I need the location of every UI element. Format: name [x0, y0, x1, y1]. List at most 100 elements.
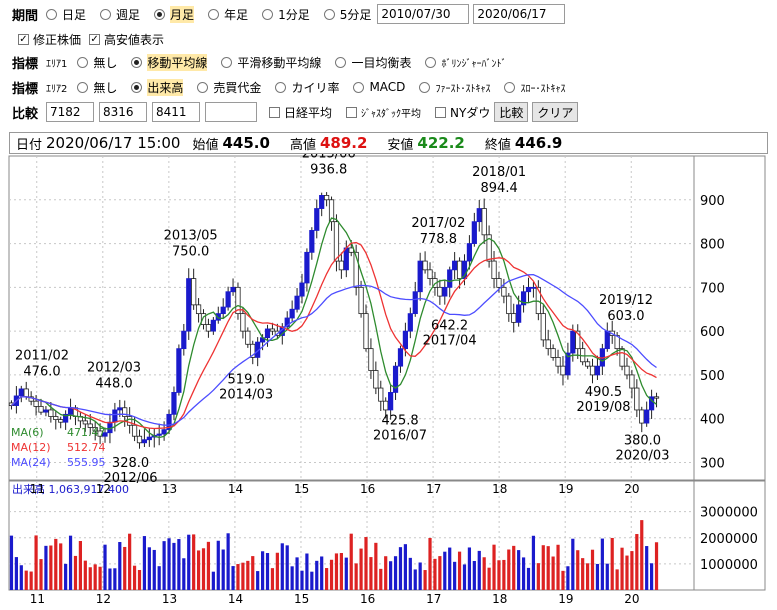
- candle-body: [245, 330, 251, 345]
- indicator1-option-none[interactable]: 無し: [77, 54, 117, 71]
- low-annotation-value: 519.0: [228, 373, 265, 388]
- indicator1-option-ichimoku[interactable]: 一目均衡表: [335, 54, 411, 71]
- compare-button[interactable]: 比較: [494, 102, 529, 122]
- high-annotation-value: 603.0: [607, 309, 644, 324]
- radio-icon[interactable]: [221, 56, 233, 68]
- indicator2-option-turnover[interactable]: 売買代金: [197, 79, 261, 96]
- volume-bar: [590, 549, 595, 590]
- x-tick-label: 20: [624, 482, 639, 496]
- candle-body: [161, 429, 167, 435]
- volume-bar: [600, 538, 604, 590]
- ma6-line: [11, 217, 657, 439]
- radio-icon[interactable]: [100, 8, 112, 20]
- radio-icon[interactable]: [353, 81, 365, 93]
- radio-selected-icon[interactable]: [154, 8, 166, 20]
- indicator2-option-deviation[interactable]: カイリ率: [275, 79, 339, 96]
- candle-body: [520, 291, 527, 306]
- high-annotation-date: 2018/01: [472, 165, 526, 180]
- indicator2-row: 指標 ｴﾘｱ2 無し 出来高 売買代金 カイリ率 MACD ﾌｧｰｽﾄ･ｽﾄｷｬ…: [0, 76, 579, 98]
- radio-icon[interactable]: [77, 81, 89, 93]
- volume-bar: [226, 533, 230, 590]
- radio-icon[interactable]: [504, 81, 516, 93]
- candle-body: [205, 324, 212, 332]
- clear-button[interactable]: クリア: [532, 102, 579, 122]
- radio-selected-icon[interactable]: [131, 56, 143, 68]
- x-tick-label: 14: [228, 482, 243, 496]
- indicator1-area: ｴﾘｱ1: [46, 58, 68, 70]
- high-annotation-value: 476.0: [23, 364, 60, 379]
- adjusted-price-checkbox[interactable]: ✓ 修正株価: [18, 32, 82, 47]
- period-option-1min[interactable]: 1分足: [262, 6, 310, 23]
- checkbox-icon[interactable]: [346, 106, 358, 118]
- radio-icon[interactable]: [208, 8, 220, 20]
- volume-bar: [236, 564, 240, 590]
- volume-bar: [9, 535, 14, 590]
- period-option-monthly[interactable]: 月足: [154, 5, 195, 23]
- radio-icon[interactable]: [275, 81, 287, 93]
- nikkei-checkbox[interactable]: 日経平均: [269, 104, 332, 121]
- radio-icon[interactable]: [323, 8, 335, 20]
- nydow-checkbox[interactable]: NYダウ: [435, 104, 490, 121]
- checkbox-checked-icon[interactable]: ✓: [18, 33, 29, 45]
- candle-body: [530, 286, 537, 289]
- indicator2-option-macd[interactable]: MACD: [353, 80, 405, 94]
- indicator1-option-ma[interactable]: 移動平均線: [131, 53, 208, 71]
- candle-body: [461, 260, 468, 279]
- end-date-input[interactable]: [473, 4, 566, 24]
- period-option-5min[interactable]: 5分足: [323, 6, 371, 23]
- volume-bar: [453, 561, 457, 590]
- candle-body: [200, 313, 207, 325]
- candle-body: [195, 304, 202, 315]
- indicator2-option-fast-stoch[interactable]: ﾌｧｰｽﾄ･ｽﾄｷｬｽ: [419, 80, 490, 95]
- volume-bar: [482, 557, 486, 590]
- candle-body: [535, 286, 541, 315]
- period-option-yearly[interactable]: 年足: [208, 6, 248, 23]
- candle-body: [481, 208, 487, 236]
- volume-bar: [595, 563, 600, 590]
- compare-code-input-4[interactable]: [205, 102, 258, 122]
- volume-bar: [556, 544, 560, 590]
- volume-bar: [531, 535, 536, 590]
- candle-body: [619, 348, 625, 367]
- open-value: 445.0: [222, 134, 270, 152]
- indicator2-option-none[interactable]: 無し: [77, 79, 117, 96]
- candle-body: [92, 427, 98, 432]
- checkbox-checked-icon[interactable]: ✓: [89, 33, 101, 45]
- candle-body: [122, 407, 128, 417]
- volume-bar: [615, 569, 619, 590]
- radio-icon[interactable]: [335, 56, 347, 68]
- radio-icon[interactable]: [77, 56, 89, 68]
- candle-body: [550, 348, 556, 358]
- indicator1-option-bollinger[interactable]: ﾎﾞﾘﾝｼﾞｬｰﾊﾞﾝﾄﾞ: [425, 55, 506, 70]
- radio-icon[interactable]: [419, 81, 431, 93]
- volume-bar: [433, 558, 437, 590]
- period-option-weekly[interactable]: 週足: [100, 6, 140, 23]
- volume-bar: [325, 568, 329, 590]
- volume-bar: [640, 520, 644, 590]
- jasdaq-checkbox[interactable]: ｼﾞｬｽﾀﾞｯｸ平均: [346, 105, 421, 120]
- start-date-input[interactable]: [377, 4, 470, 24]
- checkbox-icon[interactable]: [269, 106, 281, 118]
- radio-icon[interactable]: [262, 8, 274, 20]
- high-low-checkbox[interactable]: ✓ 高安値表示: [89, 32, 165, 47]
- candle-body: [402, 330, 408, 350]
- candle-body: [565, 352, 571, 376]
- compare-code-input-3[interactable]: [152, 102, 201, 122]
- period-option-daily[interactable]: 日足: [46, 6, 86, 23]
- compare-code-input-2[interactable]: [99, 102, 148, 122]
- compare-code-input-1[interactable]: [46, 102, 95, 122]
- radio-selected-icon[interactable]: [131, 81, 143, 93]
- candle-body: [496, 278, 502, 288]
- volume-bar: [49, 545, 53, 590]
- volume-bar: [177, 539, 181, 590]
- indicator2-option-volume[interactable]: 出来高: [131, 78, 184, 96]
- radio-icon[interactable]: [46, 8, 58, 20]
- checkbox-icon[interactable]: [435, 106, 447, 118]
- volume-bar: [285, 545, 289, 590]
- x-tick-label: 15: [294, 482, 309, 496]
- indicator1-option-ema[interactable]: 平滑移動平均線: [221, 54, 321, 71]
- radio-icon[interactable]: [425, 56, 437, 68]
- radio-icon[interactable]: [197, 81, 209, 93]
- indicator2-option-slow-stoch[interactable]: ｽﾛｰ･ｽﾄｷｬｽ: [504, 80, 565, 95]
